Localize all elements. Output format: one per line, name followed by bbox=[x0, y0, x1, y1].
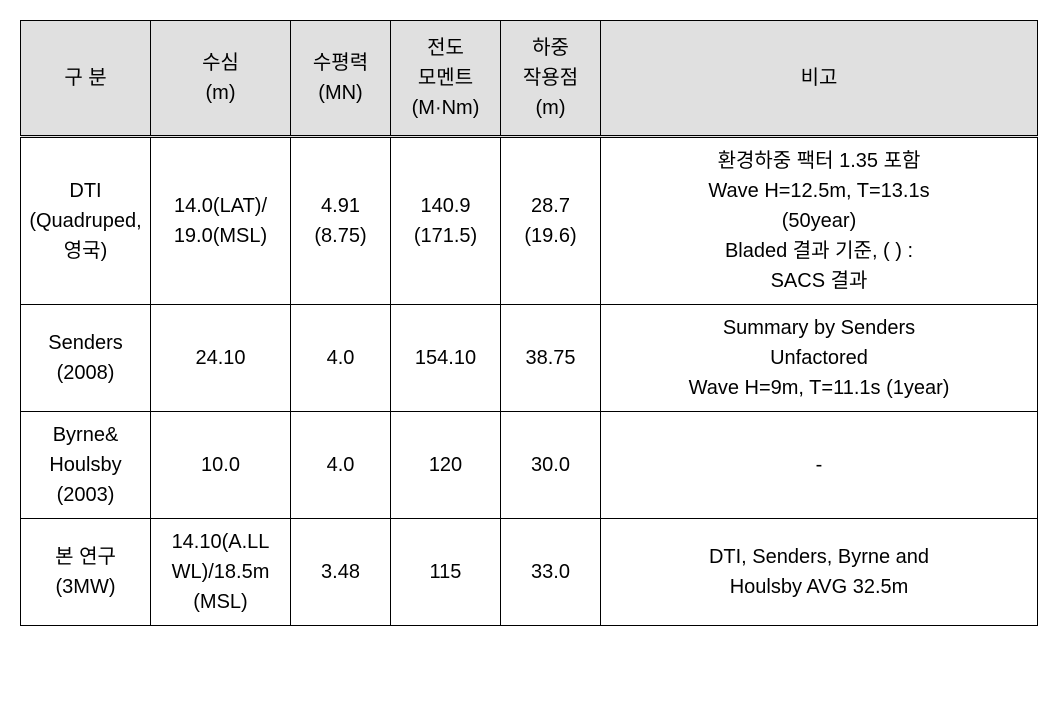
cell-horizontal: 4.0 bbox=[291, 412, 391, 519]
cell-category: DTI(Quadruped,영국) bbox=[21, 137, 151, 305]
cell-loadpoint: 33.0 bbox=[501, 519, 601, 626]
cell-moment: 140.9(171.5) bbox=[391, 137, 501, 305]
cell-moment: 120 bbox=[391, 412, 501, 519]
cell-category: 본 연구(3MW) bbox=[21, 519, 151, 626]
cell-remarks: Summary by SendersUnfactoredWave H=9m, T… bbox=[601, 305, 1038, 412]
cell-horizontal: 3.48 bbox=[291, 519, 391, 626]
table-row: Senders(2008) 24.10 4.0 154.10 38.75 Sum… bbox=[21, 305, 1038, 412]
table-row: 본 연구(3MW) 14.10(A.LLWL)/18.5m(MSL) 3.48 … bbox=[21, 519, 1038, 626]
cell-remarks: - bbox=[601, 412, 1038, 519]
cell-loadpoint: 28.7(19.6) bbox=[501, 137, 601, 305]
cell-depth: 14.10(A.LLWL)/18.5m(MSL) bbox=[151, 519, 291, 626]
table-row: Byrne&Houlsby(2003) 10.0 4.0 120 30.0 - bbox=[21, 412, 1038, 519]
header-loadpoint: 하중작용점(m) bbox=[501, 21, 601, 137]
cell-loadpoint: 38.75 bbox=[501, 305, 601, 412]
header-remarks: 비고 bbox=[601, 21, 1038, 137]
cell-category: Byrne&Houlsby(2003) bbox=[21, 412, 151, 519]
cell-horizontal: 4.91(8.75) bbox=[291, 137, 391, 305]
cell-loadpoint: 30.0 bbox=[501, 412, 601, 519]
cell-depth: 10.0 bbox=[151, 412, 291, 519]
cell-remarks: 환경하중 팩터 1.35 포함Wave H=12.5m, T=13.1s(50y… bbox=[601, 137, 1038, 305]
header-depth: 수심(m) bbox=[151, 21, 291, 137]
table-row: DTI(Quadruped,영국) 14.0(LAT)/19.0(MSL) 4.… bbox=[21, 137, 1038, 305]
header-horizontal: 수평력(MN) bbox=[291, 21, 391, 137]
cell-remarks: DTI, Senders, Byrne andHoulsby AVG 32.5m bbox=[601, 519, 1038, 626]
header-row: 구 분 수심(m) 수평력(MN) 전도모멘트(M·Nm) 하중작용점(m) 비… bbox=[21, 21, 1038, 137]
header-category: 구 분 bbox=[21, 21, 151, 137]
cell-moment: 115 bbox=[391, 519, 501, 626]
cell-depth: 14.0(LAT)/19.0(MSL) bbox=[151, 137, 291, 305]
cell-category: Senders(2008) bbox=[21, 305, 151, 412]
header-moment: 전도모멘트(M·Nm) bbox=[391, 21, 501, 137]
comparison-table: 구 분 수심(m) 수평력(MN) 전도모멘트(M·Nm) 하중작용점(m) 비… bbox=[20, 20, 1038, 626]
data-table-container: 구 분 수심(m) 수평력(MN) 전도모멘트(M·Nm) 하중작용점(m) 비… bbox=[20, 20, 1037, 626]
cell-horizontal: 4.0 bbox=[291, 305, 391, 412]
cell-depth: 24.10 bbox=[151, 305, 291, 412]
cell-moment: 154.10 bbox=[391, 305, 501, 412]
